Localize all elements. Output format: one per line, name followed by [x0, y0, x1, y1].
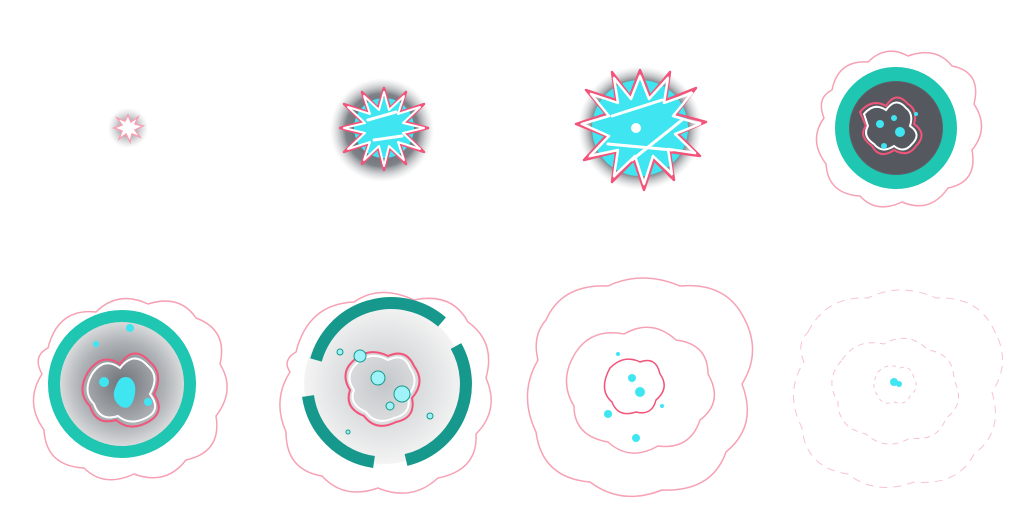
frame-1 — [0, 0, 256, 256]
spark-burst-icon — [108, 108, 148, 148]
dissipating-arcs-icon — [526, 277, 754, 498]
shockwave-ring-icon — [32, 297, 228, 481]
broken-ring-icon — [279, 291, 492, 494]
frame-8 — [768, 256, 1024, 512]
energy-core-icon — [330, 78, 434, 182]
frame-5 — [0, 256, 256, 512]
shockwave-ring-icon — [815, 50, 983, 208]
frame-7 — [512, 256, 768, 512]
frame-4 — [768, 0, 1024, 256]
frame-2 — [256, 0, 512, 256]
faint-arcs-icon — [793, 289, 1003, 488]
energy-core-icon — [574, 66, 708, 192]
frame-6 — [256, 256, 512, 512]
frame-3 — [512, 0, 768, 256]
